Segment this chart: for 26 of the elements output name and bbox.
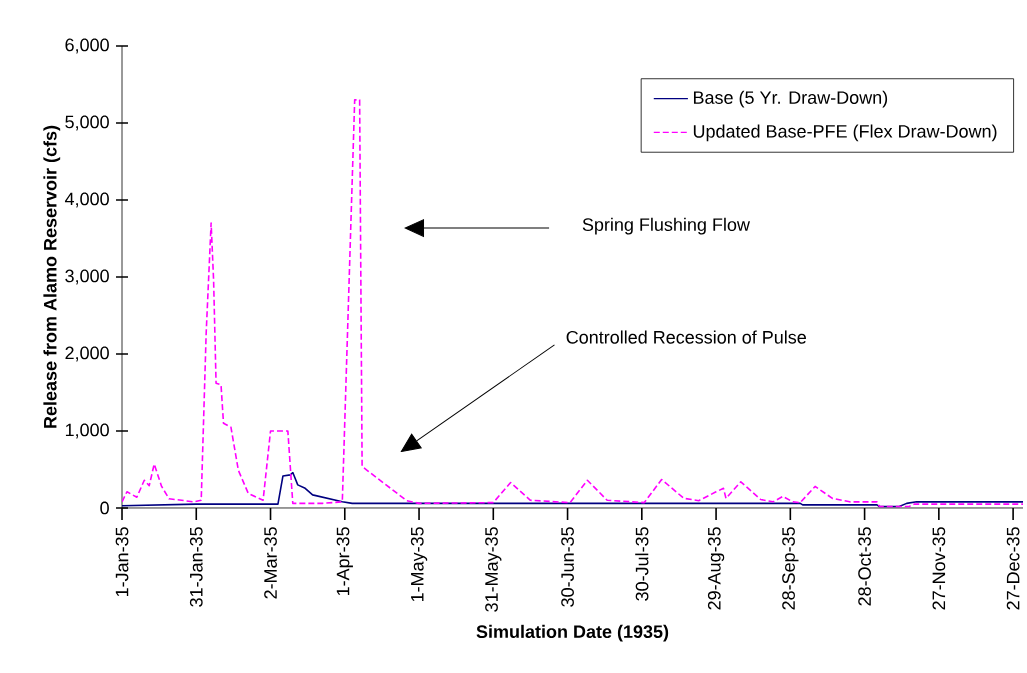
y-tick-label: 0 <box>100 501 109 515</box>
annotation: Controlled Recession of Pulse <box>566 330 806 344</box>
annotation: Spring Flushing Flow <box>582 217 750 235</box>
y-tick-label: 2,000 <box>65 346 109 362</box>
x-tick-label: 1-Jan-35 <box>115 527 129 597</box>
x-tick-label: 28-Sep-35 <box>782 527 799 610</box>
x-tick-label: 30-Jun-35 <box>561 527 574 607</box>
legend-label: Base (5 Yr. Draw-Down) <box>693 90 888 108</box>
y-tick-label: 5,000 <box>65 115 109 131</box>
x-tick-label: 27-Nov-35 <box>932 527 946 610</box>
x-tick-label: 31-Jan-35 <box>189 527 203 607</box>
y-axis-title: Release from Alamo Reservoir (cfs) <box>43 125 61 428</box>
x-tick-label: 2-Mar-35 <box>264 527 277 599</box>
x-tick-label: 1-May-35 <box>410 527 428 602</box>
legend-label: Updated Base-PFE (Flex Draw-Down) <box>693 124 997 142</box>
x-tick-label: 30-Jul-35 <box>635 527 649 601</box>
y-tick-label: 1,000 <box>65 423 109 439</box>
x-tick-label: 1-Apr-35 <box>336 527 353 596</box>
x-tick-label: 29-Aug-35 <box>707 527 725 610</box>
y-tick-label: 6,000 <box>65 38 109 54</box>
x-tick-label: 31-May-35 <box>485 527 502 612</box>
y-tick-label: 4,000 <box>64 192 109 208</box>
x-tick-label: 27-Dec-35 <box>1006 527 1020 610</box>
y-tick-label: 3,000 <box>65 269 109 285</box>
x-axis-title: Simulation Date (1935) <box>476 624 669 642</box>
x-tick-label: 28-Oct-35 <box>858 527 871 606</box>
